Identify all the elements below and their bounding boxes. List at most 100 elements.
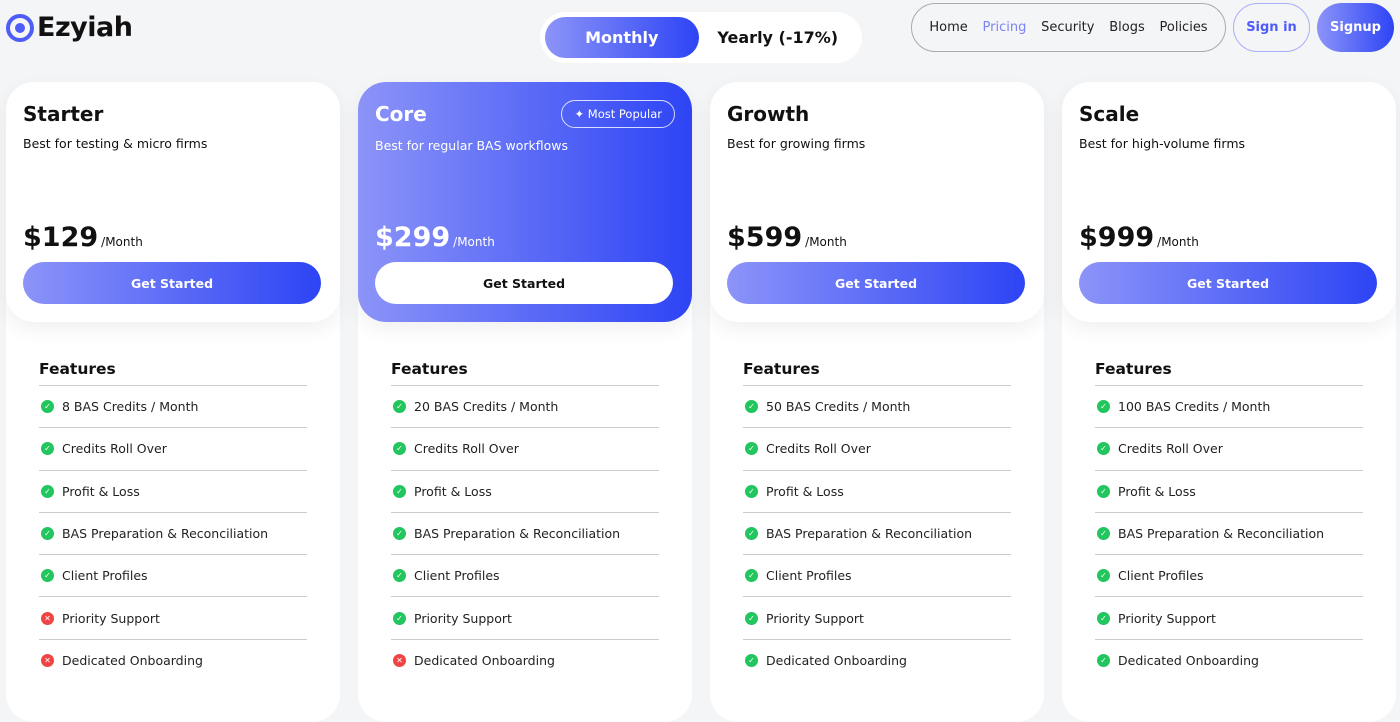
feature-item: ✓ Profit & Loss [391, 469, 659, 512]
feature-label: BAS Preparation & Reconciliation [766, 526, 973, 542]
feature-item: ✓ Credits Roll Over [743, 427, 1011, 469]
feature-item: ✓ 100 BAS Credits / Month [1095, 385, 1363, 427]
features-list: Features ✓ 50 BAS Credits / Month ✓ Credits … [710, 322, 1044, 681]
get-started-button[interactable]: Get Started [1079, 262, 1377, 304]
feature-item: ✓ Credits Roll Over [39, 427, 307, 469]
plan-name: Core [375, 102, 427, 126]
plan-name: Growth [727, 102, 810, 126]
get-started-button[interactable]: Get Started [727, 262, 1025, 304]
feature-label: Client Profiles [766, 568, 852, 584]
feature-item: ✓ BAS Preparation & Reconciliation [1095, 511, 1363, 554]
feature-label: Client Profiles [62, 568, 148, 584]
feature-label: Priority Support [62, 610, 160, 626]
plan-header: Starter Best for testing & micro firms $1… [6, 82, 340, 322]
nav-security[interactable]: Security [1041, 20, 1095, 35]
billing-toggle: Monthly Yearly (-17%) [540, 12, 862, 63]
get-started-button[interactable]: Get Started [375, 262, 673, 304]
feature-item: ✓ BAS Preparation & Reconciliation [39, 511, 307, 554]
check-icon: ✓ [1097, 484, 1110, 498]
check-icon: ✓ [41, 442, 54, 456]
feature-item: ✓ Profit & Loss [39, 469, 307, 512]
plan-tagline: Best for high-volume firms [1079, 136, 1246, 151]
features-list: Features ✓ 8 BAS Credits / Month ✓ Credits R… [6, 322, 340, 681]
check-icon: ✓ [41, 569, 54, 583]
monthly-option[interactable]: Monthly [545, 17, 699, 58]
signup-button[interactable]: Signup [1317, 3, 1394, 52]
brand-name: Ezyiah [37, 12, 133, 43]
feature-label: Priority Support [766, 610, 864, 626]
check-icon: ✓ [393, 484, 406, 498]
nav-pricing[interactable]: Pricing [982, 20, 1027, 35]
check-icon: ✓ [41, 484, 54, 498]
logo[interactable]: Ezyiah [6, 12, 133, 43]
feature-item: ✓ 20 BAS Credits / Month [391, 385, 659, 427]
plan-card-growth: Growth Best for growing firms $599/Month … [710, 82, 1044, 722]
price-period: /Month [453, 235, 495, 249]
feature-label: Credits Roll Over [414, 441, 519, 457]
badge-label: Most Popular [587, 107, 662, 121]
plan-price: $599/Month [727, 222, 847, 253]
features-list: Features ✓ 20 BAS Credits / Month ✓ Credits … [358, 322, 692, 681]
feature-item: ✓ Dedicated Onboarding [743, 638, 1011, 681]
feature-item: ✕ Dedicated Onboarding [391, 638, 659, 681]
plan-card-core: Core ✦ Most Popular Best for regular BAS w… [358, 82, 692, 722]
yearly-option[interactable]: Yearly (-17%) [717, 28, 839, 47]
price-amount: $999 [1079, 222, 1155, 253]
feature-item: ✓ Priority Support [1095, 596, 1363, 638]
check-icon: ✓ [393, 442, 406, 456]
logo-icon [6, 13, 34, 42]
feature-label: Credits Roll Over [766, 441, 871, 457]
check-icon: ✓ [1097, 400, 1110, 414]
check-icon: ✓ [1097, 442, 1110, 456]
features-heading: Features [1095, 360, 1172, 378]
feature-item: ✓ Priority Support [743, 596, 1011, 638]
feature-label: Dedicated Onboarding [414, 652, 555, 668]
features-heading: Features [743, 360, 820, 378]
feature-item: ✓ Priority Support [391, 596, 659, 638]
plan-header: Growth Best for growing firms $599/Month … [710, 82, 1044, 322]
check-icon: ✓ [41, 527, 54, 541]
sign-in-button[interactable]: Sign in [1233, 3, 1310, 52]
price-amount: $129 [23, 222, 99, 253]
nav-home[interactable]: Home [929, 20, 968, 35]
feature-label: Profit & Loss [414, 483, 492, 499]
feature-label: BAS Preparation & Reconciliation [62, 526, 269, 542]
feature-label: Dedicated Onboarding [1118, 652, 1259, 668]
feature-label: 100 BAS Credits / Month [1118, 399, 1271, 415]
check-icon: ✓ [745, 653, 758, 667]
nav-blogs[interactable]: Blogs [1109, 20, 1145, 35]
feature-label: 20 BAS Credits / Month [414, 399, 559, 415]
plan-tagline: Best for testing & micro firms [23, 136, 208, 151]
plan-card-scale: Scale Best for high-volume firms $999/Mon… [1062, 82, 1396, 722]
cross-icon: ✕ [41, 653, 54, 667]
check-icon: ✓ [41, 400, 54, 414]
get-started-button[interactable]: Get Started [23, 262, 321, 304]
check-icon: ✓ [745, 569, 758, 583]
check-icon: ✓ [745, 484, 758, 498]
cross-icon: ✕ [41, 611, 54, 625]
price-period: /Month [1157, 235, 1199, 249]
feature-label: Dedicated Onboarding [766, 652, 907, 668]
check-icon: ✓ [1097, 611, 1110, 625]
feature-label: Profit & Loss [62, 483, 140, 499]
check-icon: ✓ [393, 569, 406, 583]
feature-item: ✓ Credits Roll Over [1095, 427, 1363, 469]
feature-label: 8 BAS Credits / Month [62, 399, 199, 415]
plan-price: $129/Month [23, 222, 143, 253]
cross-icon: ✕ [393, 653, 406, 667]
most-popular-badge: ✦ Most Popular [561, 100, 675, 128]
feature-label: Credits Roll Over [1118, 441, 1223, 457]
main-nav: Home Pricing Security Blogs Policies [911, 3, 1226, 52]
feature-item: ✓ Dedicated Onboarding [1095, 638, 1363, 681]
feature-label: Client Profiles [414, 568, 500, 584]
price-period: /Month [101, 235, 143, 249]
nav-policies[interactable]: Policies [1159, 20, 1208, 35]
plan-tagline: Best for regular BAS workflows [375, 138, 569, 153]
plan-tagline: Best for growing firms [727, 136, 866, 151]
check-icon: ✓ [1097, 527, 1110, 541]
plan-price: $999/Month [1079, 222, 1199, 253]
feature-label: Profit & Loss [1118, 483, 1196, 499]
price-amount: $299 [375, 222, 451, 253]
price-amount: $599 [727, 222, 803, 253]
feature-item: ✓ Profit & Loss [1095, 469, 1363, 512]
